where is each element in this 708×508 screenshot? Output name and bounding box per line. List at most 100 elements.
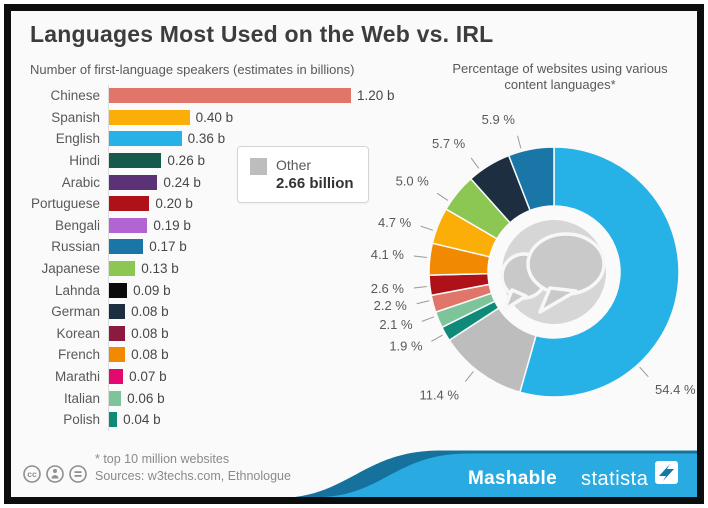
language-label: German bbox=[51, 304, 100, 320]
page-title: Languages Most Used on the Web vs. IRL bbox=[30, 21, 494, 47]
bar-marathi bbox=[109, 369, 124, 385]
bar-korean bbox=[109, 325, 126, 341]
bar-track: 1.20 b bbox=[108, 85, 395, 107]
donut-percentage-label: 4.1 % bbox=[371, 247, 405, 262]
donut-label-leader-line bbox=[431, 334, 443, 342]
speech-bubbles-icon bbox=[500, 220, 606, 324]
other-legend-box: Other 2.66 billion bbox=[237, 146, 369, 203]
bar-value: 0.08 b bbox=[131, 304, 169, 320]
bar-value: 0.13 b bbox=[141, 261, 179, 277]
bar-value: 0.07 b bbox=[129, 369, 167, 385]
bar-track: 0.13 b bbox=[108, 257, 380, 280]
bar-value: 0.20 b bbox=[155, 196, 193, 212]
donut-label-leader-line bbox=[416, 300, 430, 305]
donut-percentage-label: 1.9 % bbox=[389, 338, 423, 353]
bar-value: 0.09 b bbox=[133, 282, 171, 298]
bar-row: Marathi 0.07 b bbox=[20, 365, 380, 388]
donut-label-leader-line bbox=[421, 316, 435, 322]
bar-row: Polish 0.04 b bbox=[20, 408, 380, 431]
language-label: Bengali bbox=[54, 217, 100, 233]
bar-value: 0.04 b bbox=[123, 412, 161, 428]
bar-track: 0.08 b bbox=[108, 300, 380, 323]
language-label: Japanese bbox=[41, 261, 100, 277]
donut-slice bbox=[507, 146, 555, 212]
svg-text:cc: cc bbox=[27, 469, 37, 479]
bar-value: 0.40 b bbox=[195, 109, 234, 125]
bar-french bbox=[109, 347, 126, 363]
language-label: Hindi bbox=[69, 153, 100, 169]
bar-row: Chinese 1.20 b bbox=[20, 85, 395, 107]
language-label: Russian bbox=[51, 239, 100, 255]
donut-percentage-label: 2.2 % bbox=[374, 298, 408, 313]
bar-value: 0.08 b bbox=[131, 325, 169, 341]
bar-japanese bbox=[109, 261, 136, 277]
bar-german bbox=[109, 304, 126, 320]
bar-lahnda bbox=[109, 282, 128, 298]
donut-percentage-label: 4.7 % bbox=[378, 215, 412, 230]
cc-attribution-icon bbox=[46, 465, 64, 483]
bar-row: French 0.08 b bbox=[20, 344, 380, 366]
donut-label-leader-line bbox=[464, 371, 474, 382]
footer-wave-banner: Mashable statista bbox=[295, 450, 697, 497]
bar-row: Japanese 0.13 b bbox=[20, 257, 380, 280]
bar-track: 0.09 b bbox=[108, 279, 380, 301]
donut-label-leader-line bbox=[413, 255, 427, 259]
bar-track: 0.24 b bbox=[108, 171, 380, 193]
other-legend-swatch bbox=[250, 158, 267, 175]
footnote-text: * top 10 million websites bbox=[95, 452, 230, 466]
bar-row: German 0.08 b bbox=[20, 300, 380, 323]
bar-track: 0.19 b bbox=[108, 214, 380, 237]
bar-arabic bbox=[109, 174, 158, 190]
bar-track: 0.26 b bbox=[108, 149, 380, 172]
bar-bengali bbox=[109, 217, 148, 233]
language-label: English bbox=[55, 131, 100, 147]
bar-value: 0.19 b bbox=[153, 217, 191, 233]
bar-value: 0.06 b bbox=[127, 390, 165, 406]
statista-mark-icon bbox=[655, 461, 678, 484]
bar-english bbox=[109, 131, 182, 147]
statista-logo: statista bbox=[581, 468, 649, 490]
bar-value: 0.08 b bbox=[131, 347, 169, 363]
bar-row: Hindi 0.26 b bbox=[20, 149, 380, 172]
language-label: Portuguese bbox=[30, 196, 100, 212]
bar-row: Portuguese 0.20 b bbox=[20, 192, 380, 215]
language-label: Chinese bbox=[50, 88, 100, 104]
wave-light-band bbox=[323, 453, 697, 497]
donut-label-leader-line bbox=[470, 157, 480, 169]
bar-value: 0.24 b bbox=[163, 174, 201, 190]
bar-track: 0.08 b bbox=[108, 322, 380, 345]
donut-percentage-label: 5.0 % bbox=[396, 174, 430, 189]
other-legend-value: 2.66 billion bbox=[276, 175, 354, 192]
bar-row: Arabic 0.24 b bbox=[20, 171, 380, 193]
bar-value: 0.36 b bbox=[187, 131, 226, 147]
language-label: Spanish bbox=[51, 109, 100, 125]
language-label: Italian bbox=[63, 390, 100, 406]
donut-label-leader-line bbox=[420, 225, 434, 231]
bar-portuguese bbox=[109, 196, 150, 212]
language-label: Lahnda bbox=[54, 282, 100, 298]
cc-no-derivatives-icon bbox=[69, 465, 87, 483]
bar-track: 0.40 b bbox=[108, 106, 380, 129]
bar-hindi bbox=[109, 153, 162, 169]
bar-row: Lahnda 0.09 b bbox=[20, 279, 380, 301]
bar-track: 0.20 b bbox=[108, 192, 380, 215]
sources-text: Sources: w3techs.com, Ethnologue bbox=[95, 469, 291, 483]
mashable-logo: Mashable bbox=[468, 468, 557, 489]
donut-percentage-label: 5.7 % bbox=[432, 136, 466, 151]
donut-label-leader-line bbox=[413, 285, 427, 289]
bar-row: Spanish 0.40 b bbox=[20, 106, 380, 129]
bar-track: 0.04 b bbox=[108, 408, 380, 431]
bar-track: 0.07 b bbox=[108, 365, 380, 388]
language-label: Polish bbox=[63, 412, 100, 428]
donut-slice bbox=[518, 146, 680, 398]
bar-italian bbox=[109, 390, 122, 406]
bar-row: English 0.36 b bbox=[20, 128, 380, 150]
bar-value: 0.17 b bbox=[149, 239, 187, 255]
donut-percentage-label: 2.6 % bbox=[371, 281, 405, 296]
cc-license-icon: cc bbox=[23, 465, 41, 483]
bar-track: 0.17 b bbox=[108, 236, 380, 258]
language-label: Arabic bbox=[61, 174, 100, 190]
bar-track: 0.08 b bbox=[108, 344, 380, 366]
bar-russian bbox=[109, 239, 144, 255]
donut-percentage-label: 5.9 % bbox=[482, 115, 516, 127]
